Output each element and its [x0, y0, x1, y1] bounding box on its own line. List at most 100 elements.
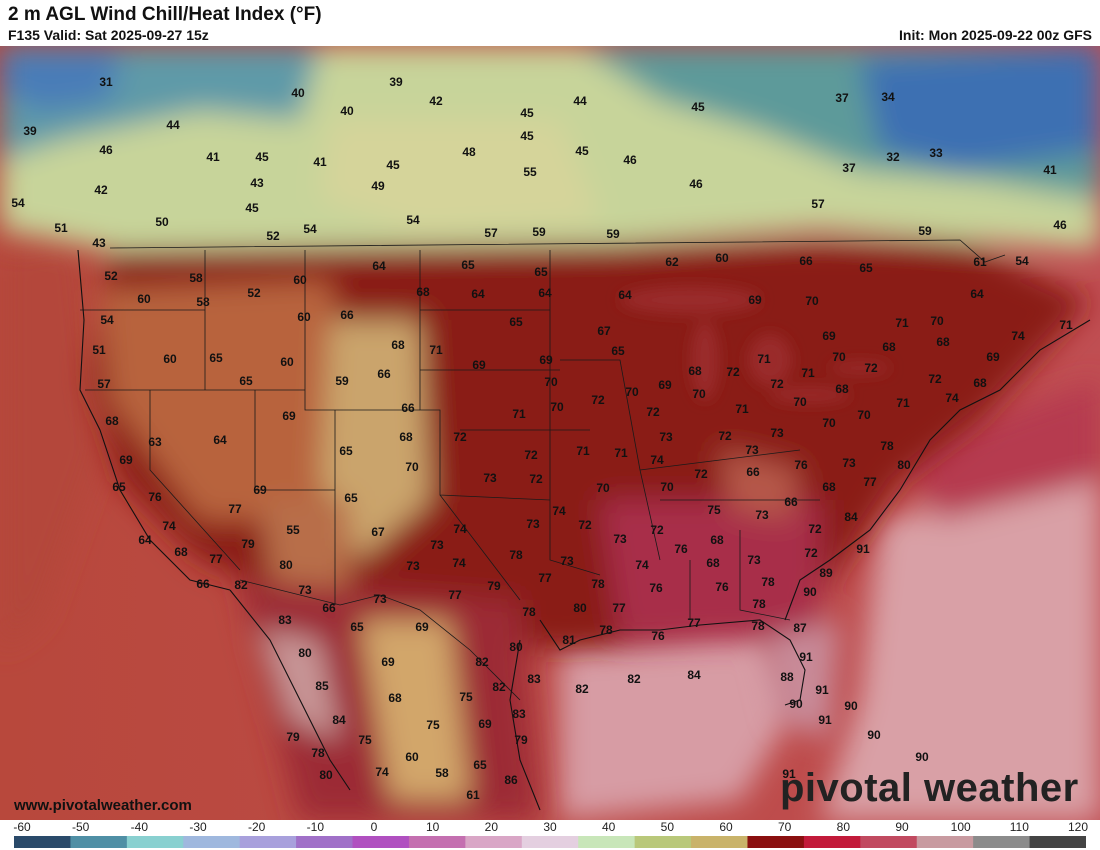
init-time: Init: Mon 2025-09-22 00z GFS [899, 27, 1092, 43]
ocean-shading [0, 240, 1100, 820]
temp-label: 68 [388, 691, 402, 705]
weather-map[interactable]: 31 39 46 42 54 51 43 52 40 44 41 45 41 43 45 50 52 54 39 42… [0, 46, 1100, 820]
temp-label: 70 [544, 375, 558, 389]
colorbar-segment [408, 836, 466, 848]
temp-label: 78 [761, 575, 775, 589]
colorbar-tick: 30 [543, 820, 557, 834]
temp-label: 68 [688, 364, 702, 378]
colorbar-tick: 120 [1067, 820, 1089, 834]
temp-label: 74 [552, 504, 566, 518]
temp-label: 75 [707, 503, 721, 517]
temp-label: 68 [936, 335, 950, 349]
colorbar-segment [860, 836, 918, 848]
temp-label: 87 [793, 621, 807, 635]
temp-label: 74 [1011, 329, 1025, 343]
land-shading [0, 46, 1100, 820]
temp-label: 74 [453, 522, 467, 536]
temp-label: 34 [881, 90, 895, 104]
temp-label: 68 [174, 545, 188, 559]
temp-label: 70 [550, 400, 564, 414]
temp-label: 73 [483, 471, 497, 485]
temp-label: 78 [311, 746, 325, 760]
temp-label: 40 [340, 104, 354, 118]
temp-label: 69 [986, 350, 1000, 364]
temp-label: 62 [665, 255, 679, 269]
temp-label: 60 [297, 310, 311, 324]
temp-label: 71 [576, 444, 590, 458]
temp-label: 73 [770, 426, 784, 440]
temp-label: 55 [286, 523, 300, 537]
temp-label: 70 [793, 395, 807, 409]
temp-label: 37 [842, 161, 856, 175]
website-credit[interactable]: www.pivotalweather.com [14, 797, 192, 814]
temp-label: 70 [625, 385, 639, 399]
temp-label: 71 [735, 402, 749, 416]
temp-label: 72 [578, 518, 592, 532]
temp-label: 64 [138, 533, 152, 547]
temp-label: 73 [755, 508, 769, 522]
temp-label: 66 [377, 367, 391, 381]
temp-label: 90 [915, 750, 929, 764]
temp-label: 80 [298, 646, 312, 660]
temp-label: 64 [471, 287, 485, 301]
temp-label: 77 [863, 475, 877, 489]
temp-label: 54 [1015, 254, 1029, 268]
temp-label: 75 [459, 690, 473, 704]
temp-label: 41 [1043, 163, 1057, 177]
colorbar-segment [1029, 836, 1086, 848]
temp-label: 72 [864, 361, 878, 375]
temp-label: 59 [335, 374, 349, 388]
temp-label: 73 [560, 554, 574, 568]
temp-label: 74 [945, 391, 959, 405]
temp-label: 58 [189, 271, 203, 285]
temp-label: 77 [687, 616, 701, 630]
temp-label: 71 [895, 316, 909, 330]
temp-label: 72 [453, 430, 467, 444]
temp-label: 77 [538, 571, 552, 585]
temp-label: 45 [245, 201, 259, 215]
temp-label: 58 [435, 766, 449, 780]
colorbar-tick: 60 [719, 820, 733, 834]
temp-label: 69 [822, 329, 836, 343]
temp-label: 60 [715, 251, 729, 265]
temp-label: 69 [748, 293, 762, 307]
temp-label: 65 [209, 351, 223, 365]
temp-label: 75 [358, 733, 372, 747]
temp-label: 60 [137, 292, 151, 306]
colorbar-segment [747, 836, 805, 848]
colorbar-segment [183, 836, 241, 848]
temp-label: 80 [279, 558, 293, 572]
temp-label: 72 [928, 372, 942, 386]
colorbar-tick: 80 [836, 820, 851, 834]
temp-label: 65 [611, 344, 625, 358]
temp-label: 79 [286, 730, 300, 744]
temp-label: 69 [658, 378, 672, 392]
temp-label: 45 [691, 100, 705, 114]
temp-label: 69 [253, 483, 267, 497]
temp-label: 73 [745, 443, 759, 457]
temp-label: 65 [239, 374, 253, 388]
temp-label: 68 [710, 533, 724, 547]
temp-label: 91 [818, 713, 832, 727]
temp-label: 69 [119, 453, 133, 467]
temp-label: 78 [599, 623, 613, 637]
temp-label: 42 [429, 94, 443, 108]
temp-label: 48 [462, 145, 476, 159]
temp-label: 46 [623, 153, 637, 167]
colorbar-tick: 110 [1009, 820, 1029, 834]
temp-label: 66 [322, 601, 336, 615]
valid-time: F135 Valid: Sat 2025-09-27 15z [8, 27, 209, 43]
temp-label: 37 [835, 91, 849, 105]
temp-label: 59 [606, 227, 620, 241]
temp-label: 79 [241, 537, 255, 551]
temp-label: 74 [452, 556, 466, 570]
temp-label: 72 [529, 472, 543, 486]
colorbar-tick: 70 [777, 820, 792, 834]
temp-label: 73 [406, 559, 420, 573]
temp-label: 57 [97, 377, 111, 391]
temp-label: 64 [213, 433, 227, 447]
colorbar-tick: -40 [130, 820, 148, 834]
colorbar-segment [126, 836, 184, 848]
great-lakes [620, 286, 890, 403]
temp-label: 70 [805, 294, 819, 308]
